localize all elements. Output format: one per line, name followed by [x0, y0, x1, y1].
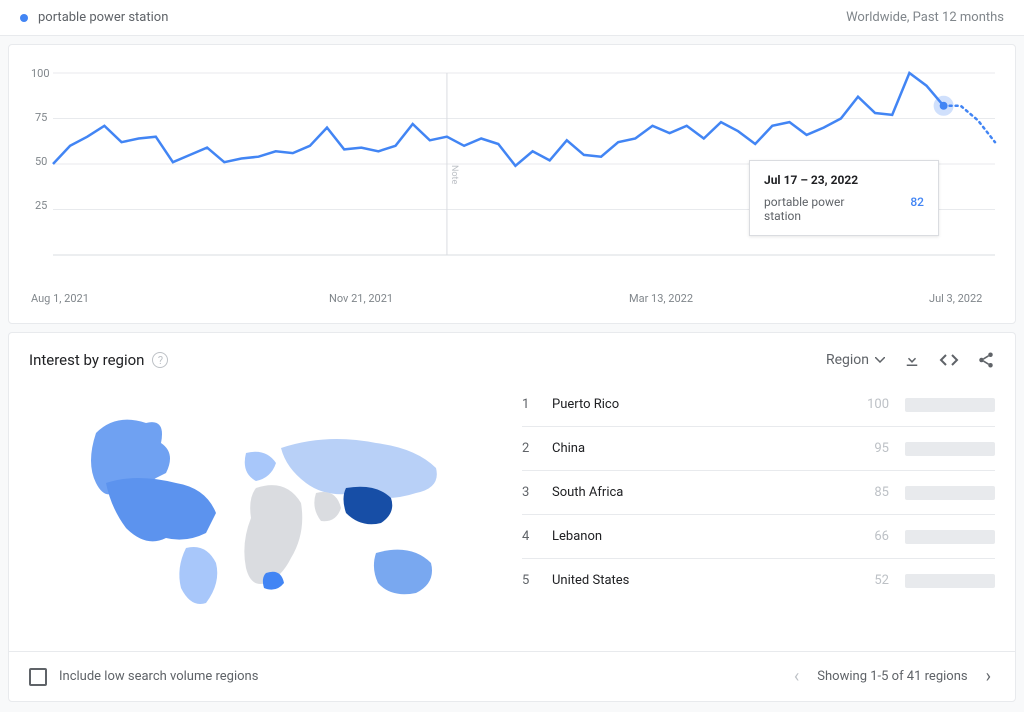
pager-next[interactable]: ›	[982, 666, 995, 687]
map-south-africa	[262, 572, 283, 590]
region-name: United States	[552, 573, 843, 588]
region-value: 95	[859, 441, 889, 456]
region-name: Puerto Rico	[552, 397, 843, 412]
region-value: 85	[859, 485, 889, 500]
map-africa-body	[244, 485, 302, 584]
region-bar	[905, 530, 995, 544]
map-middle-asia	[314, 492, 341, 521]
ytick-25: 25	[35, 199, 47, 212]
region-title-wrap: Interest by region ?	[29, 351, 168, 369]
region-selector[interactable]: Region	[826, 352, 885, 368]
term-color-dot	[20, 14, 28, 22]
region-list: 1 Puerto Rico 100 2 China 95 3 South Afr…	[522, 383, 995, 633]
interest-by-region-card: Interest by region ? Region	[8, 332, 1016, 651]
interest-over-time-card: 100 75 50 25 Note Aug 1, 2021 Nov 21, 20…	[8, 44, 1016, 324]
region-value: 66	[859, 529, 889, 544]
region-rank: 3	[522, 485, 536, 500]
checkbox-label: Include low search volume regions	[59, 669, 258, 684]
pager-text: Showing 1-5 of 41 regions	[817, 669, 967, 684]
search-term: portable power station	[20, 10, 168, 25]
region-actions: Region	[826, 351, 995, 369]
region-row[interactable]: 4 Lebanon 66	[522, 515, 995, 559]
share-icon[interactable]	[977, 351, 995, 369]
map-svg	[66, 393, 466, 623]
pager-prev[interactable]: ‹	[790, 666, 803, 687]
map-europe	[244, 452, 275, 481]
region-bar	[905, 486, 995, 500]
region-selector-label: Region	[826, 352, 869, 368]
region-rank: 2	[522, 441, 536, 456]
tooltip-term: portable power station	[764, 195, 880, 223]
ytick-100: 100	[31, 67, 50, 80]
map-south-america	[179, 547, 217, 604]
region-rank: 5	[522, 573, 536, 588]
map-australia	[373, 550, 431, 595]
region-bar	[905, 574, 995, 588]
checkbox-icon	[29, 668, 47, 686]
ytick-75: 75	[35, 111, 47, 124]
region-body: 1 Puerto Rico 100 2 China 95 3 South Afr…	[29, 383, 995, 633]
map-north-america	[106, 478, 216, 541]
region-value: 100	[859, 397, 889, 412]
download-icon[interactable]	[903, 351, 921, 369]
help-icon[interactable]: ?	[152, 352, 168, 368]
xtick-0: Aug 1, 2021	[31, 292, 89, 305]
scope-label: Worldwide, Past 12 months	[846, 10, 1004, 25]
region-rank: 1	[522, 397, 536, 412]
region-value: 52	[859, 573, 889, 588]
embed-icon[interactable]	[939, 353, 959, 367]
xtick-1: Nov 21, 2021	[329, 292, 393, 305]
xtick-3: Jul 3, 2022	[929, 292, 982, 305]
region-footer: Include low search volume regions ‹ Show…	[8, 651, 1016, 702]
tooltip-value: 82	[910, 195, 924, 223]
region-name: China	[552, 441, 843, 456]
region-row[interactable]: 2 China 95	[522, 427, 995, 471]
region-name: Lebanon	[552, 529, 843, 544]
region-name: South Africa	[552, 485, 843, 500]
region-row[interactable]: 5 United States 52	[522, 559, 995, 602]
low-volume-toggle[interactable]: Include low search volume regions	[29, 668, 258, 686]
chevron-down-icon	[875, 357, 885, 363]
ytick-50: 50	[35, 155, 47, 168]
region-section-header: Interest by region ? Region	[29, 351, 995, 369]
term-label: portable power station	[38, 10, 168, 25]
region-row[interactable]: 1 Puerto Rico 100	[522, 383, 995, 427]
region-rank: 4	[522, 529, 536, 544]
tooltip-date: Jul 17 – 23, 2022	[764, 173, 924, 187]
region-title: Interest by region	[29, 351, 144, 369]
region-row[interactable]: 3 South Africa 85	[522, 471, 995, 515]
world-map[interactable]	[29, 383, 502, 633]
page-header: portable power station Worldwide, Past 1…	[0, 0, 1024, 36]
chart-tooltip: Jul 17 – 23, 2022 portable power station…	[749, 160, 939, 236]
pager: ‹ Showing 1-5 of 41 regions ›	[790, 666, 995, 687]
region-bar	[905, 398, 995, 412]
xtick-2: Mar 13, 2022	[629, 292, 693, 305]
note-label: Note	[449, 165, 459, 184]
region-bar	[905, 442, 995, 456]
